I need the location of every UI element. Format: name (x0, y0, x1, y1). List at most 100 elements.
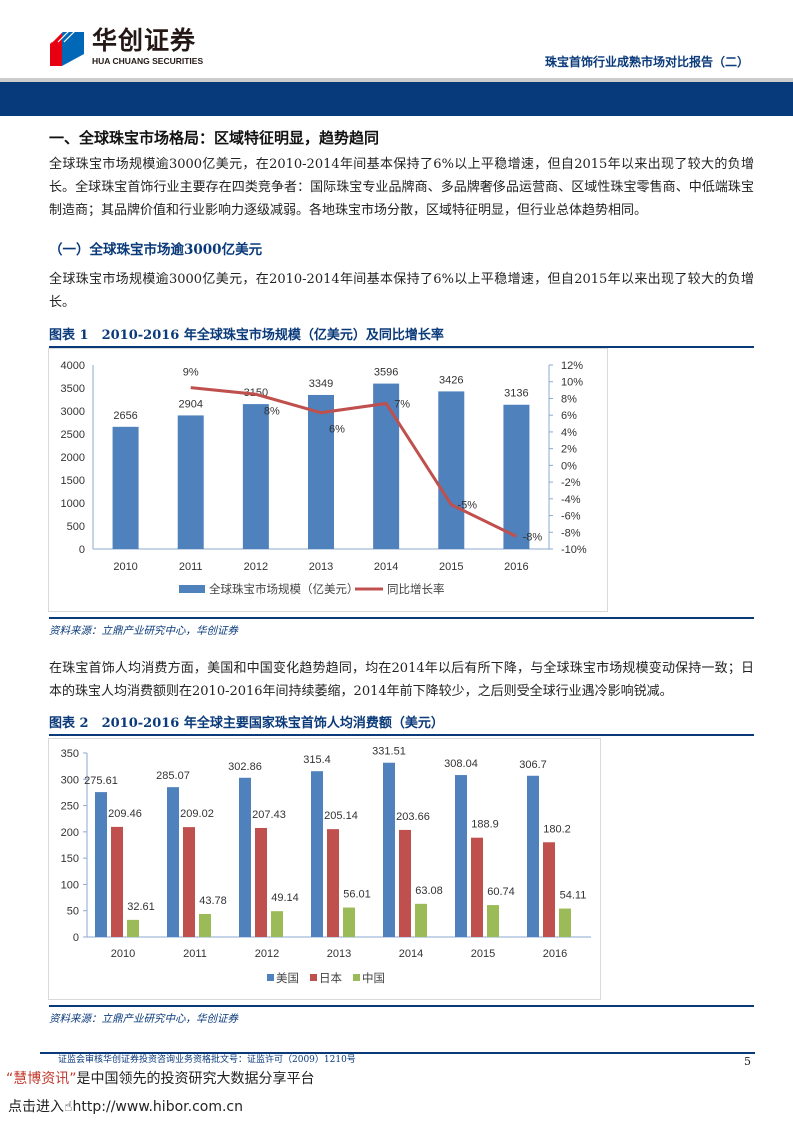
bar-data-label: 207.43 (252, 809, 286, 821)
bar-data-label: 3426 (439, 374, 463, 386)
bar-0 (239, 777, 251, 937)
bar-1 (183, 827, 195, 937)
y2-tick-label: 0% (561, 460, 577, 472)
x-tick-label: 2010 (113, 561, 137, 573)
chart1-source: 资料来源：立鼎产业研究中心，华创证券 (49, 617, 754, 638)
y-tick-label: 250 (61, 801, 79, 813)
x-tick-label: 2016 (543, 948, 567, 960)
chart2: 0 50 100 150 200 250 300 350 275.61 209.46 32.61 20… (61, 746, 591, 985)
y-tick-label: 500 (67, 521, 85, 533)
x-tick-label: 2011 (179, 561, 203, 573)
legend-swatch-bar (179, 585, 205, 593)
bar-2 (559, 908, 571, 937)
y-tick-label: 1500 (61, 475, 85, 487)
bar-data-label: 308.04 (444, 758, 478, 770)
y-tick-label: 0 (79, 544, 85, 556)
paragraph-3: 在珠宝首饰人均消费方面，美国和中国变化趋势趋同，均在2014年以后有所下降，与全… (49, 661, 754, 699)
y-tick-label: 3500 (61, 383, 85, 395)
ad-banner: “慧博资讯”是中国领先的投资研究大数据分享平台 (6, 1070, 315, 1088)
chart1: 0 500 1000 1500 2000 2500 3000 3500 4000 -10% -8% -… (61, 360, 587, 596)
x-tick-label: 2014 (374, 561, 398, 573)
bar-data-label: 3136 (504, 388, 528, 400)
y-tick-label: 150 (61, 853, 79, 865)
y2-tick-label: -4% (561, 494, 581, 506)
bar-data-label: 302.86 (228, 761, 262, 773)
header-divider (0, 78, 793, 82)
hand-pointer-icon: ☝ (64, 1099, 73, 1115)
x-tick-label: 2012 (255, 948, 279, 960)
legend-swatch (310, 974, 317, 981)
bar-data-label: 32.61 (127, 901, 155, 913)
legend-label: 全球珠宝市场规模（亿美元） (209, 582, 359, 596)
bar (438, 391, 465, 549)
y-tick-label: 4000 (61, 360, 85, 372)
y2-tick-label: -10% (561, 544, 587, 556)
chart2-caption: 图表 2 2010-2016 年全球主要国家珠宝首饰人均消费额（美元） (49, 712, 754, 736)
y-tick-label: 100 (61, 879, 79, 891)
y2-tick-label: -8% (561, 527, 581, 539)
bar-data-label: 2656 (113, 410, 137, 422)
bar-2 (343, 907, 355, 937)
bar-data-label: 56.01 (343, 889, 371, 901)
legend-label: 日本 (319, 971, 342, 985)
footer-license: 证监会审核华创证券投资咨询业务资格批文号：证监许可（2009）1210号 (58, 1055, 356, 1065)
line-data-label: -5% (458, 500, 478, 512)
bar-2 (271, 911, 283, 937)
line-data-label: 9% (183, 367, 199, 379)
bar-data-label: 54.11 (560, 890, 587, 902)
bar-1 (399, 829, 411, 937)
bar-1 (471, 837, 483, 937)
bar-data-label: 209.46 (108, 808, 142, 820)
y2-tick-label: 12% (561, 360, 583, 372)
x-tick-label: 2015 (439, 561, 463, 573)
bar-data-label: 315.4 (303, 754, 331, 766)
y-tick-label: 50 (67, 906, 79, 918)
bar-1 (327, 829, 339, 937)
bar-data-label: 180.2 (543, 823, 571, 835)
footer-divider (40, 1052, 755, 1054)
x-tick-label: 2013 (327, 948, 351, 960)
y-tick-label: 2500 (61, 429, 85, 441)
x-tick-label: 2010 (111, 948, 135, 960)
x-tick-label: 2013 (309, 561, 333, 573)
y2-tick-label: -2% (561, 477, 581, 489)
bar-0 (311, 771, 323, 937)
paragraph-2: 全球珠宝市场规模逾3000亿美元，在2010-2014年间基本保持了6%以上平稳… (49, 272, 754, 310)
line-data-label: 7% (394, 398, 410, 410)
section-title: 一、全球珠宝市场格局：区域特征明显，趋势趋同 (49, 129, 380, 147)
bar-0 (383, 762, 395, 937)
ad-link[interactable]: http://www.hibor.com.cn (72, 1099, 243, 1115)
ad-text: 是中国领先的投资研究大数据分享平台 (76, 1071, 315, 1087)
bar-data-label: 205.14 (324, 810, 358, 822)
chart1-caption: 图表 1 2010-2016 年全球珠宝市场规模（亿美元）及同比增长率 (49, 324, 754, 348)
y-tick-label: 0 (73, 932, 79, 944)
x-tick-label: 2016 (504, 561, 528, 573)
bar (503, 404, 530, 549)
legend-label: 中国 (362, 972, 385, 985)
y2-tick-label: 2% (561, 444, 577, 456)
y-tick-label: 350 (61, 748, 79, 760)
y-tick-label: 3000 (61, 406, 85, 418)
bar-2 (415, 903, 427, 937)
bar-1 (111, 826, 123, 937)
bar-0 (455, 775, 467, 937)
bar (242, 404, 269, 549)
paragraph-1: 全球珠宝市场规模逾3000亿美元，在2010-2014年间基本保持了6%以上平稳… (49, 157, 754, 218)
y-tick-label: 300 (61, 774, 79, 786)
x-tick-label: 2011 (183, 948, 207, 960)
chart2-source: 资料来源：立鼎产业研究中心，华创证券 (49, 1005, 754, 1026)
y2-tick-label: -6% (561, 511, 581, 523)
x-tick-label: 2015 (471, 948, 495, 960)
y2-tick-label: 8% (561, 393, 577, 405)
logo-text: 华创证券 (92, 26, 197, 55)
bar-data-label: 63.08 (415, 885, 443, 897)
bar-data-label: 3596 (374, 367, 398, 379)
chart2-frame: 0 50 100 150 200 250 300 350 275.61 209.46 32.61 20… (48, 738, 601, 1000)
y-tick-label: 200 (61, 827, 79, 839)
bar-data-label: 209.02 (180, 808, 214, 820)
legend-swatch (267, 974, 274, 981)
ad-link-row[interactable]: 点击进入☝http://www.hibor.com.cn (8, 1098, 243, 1116)
bar-1 (543, 842, 555, 937)
bar-data-label: 2904 (178, 398, 202, 410)
header-band (0, 82, 793, 116)
